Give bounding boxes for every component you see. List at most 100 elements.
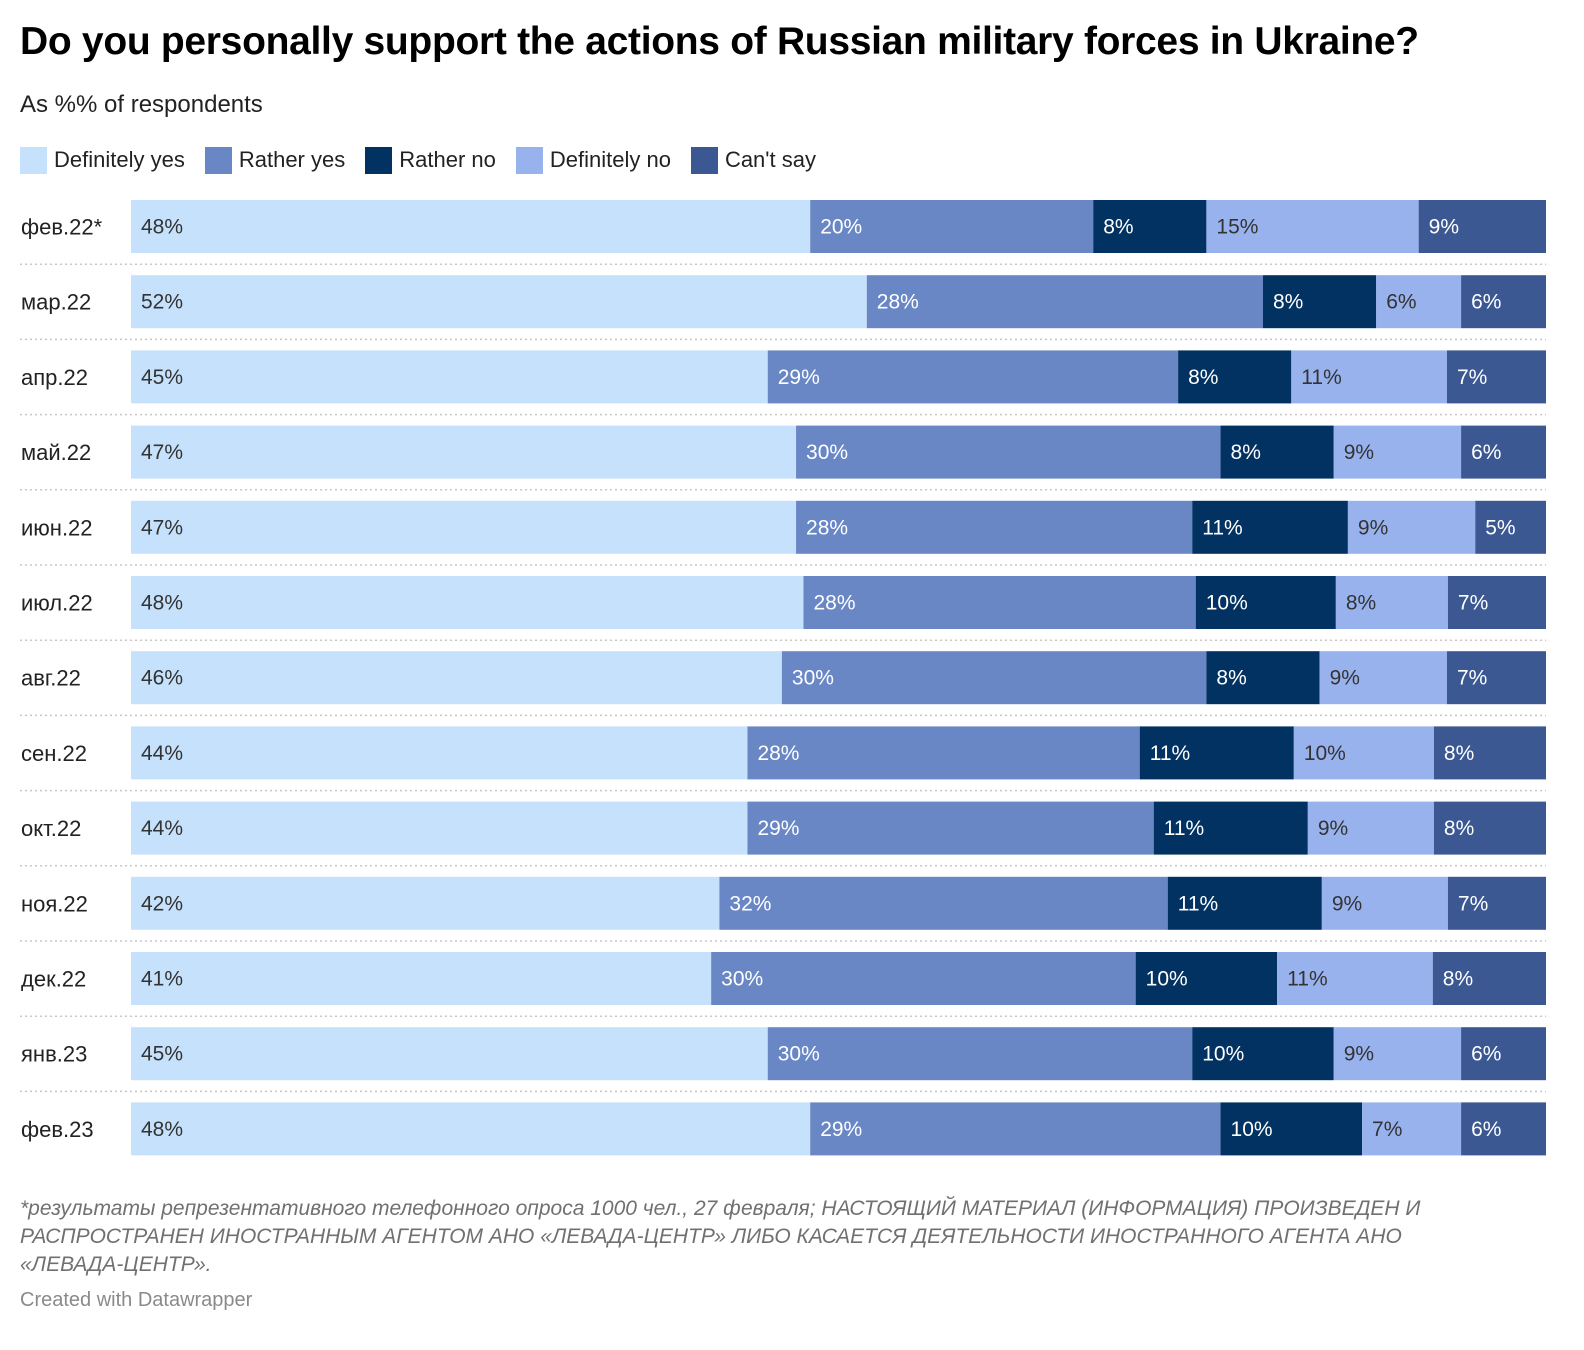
bar-segment-definitely-no	[1319, 651, 1447, 705]
bar-segment-can-t-say	[1461, 425, 1546, 479]
data-label: 10%	[1231, 1118, 1273, 1141]
data-label: 10%	[1206, 592, 1248, 615]
data-label: 11%	[1178, 892, 1218, 915]
bar-segment-definitely-yes	[131, 952, 712, 1005]
bar-segment-rather-yes	[747, 801, 1154, 855]
data-label: 11%	[1301, 366, 1341, 389]
bar-segment-rather-no	[1167, 876, 1322, 930]
data-label: 9%	[1344, 1043, 1374, 1066]
bar-segment-rather-yes	[810, 1102, 1221, 1156]
legend-item-rather-no: Rather no	[365, 146, 496, 174]
legend-item-cant-say: Can't say	[690, 146, 816, 174]
bar-segment-rather-no	[1135, 952, 1278, 1005]
bar-segment-rather-no	[1153, 801, 1308, 855]
bar-segment-definitely-yes	[131, 576, 804, 629]
bar-segment-rather-no	[1178, 350, 1292, 404]
data-label: 28%	[877, 291, 919, 314]
data-label: 8%	[1103, 216, 1133, 239]
chart-subtitle: As %% of respondents	[20, 91, 263, 118]
bar-segment-definitely-yes	[131, 500, 797, 554]
data-label: 42%	[141, 892, 183, 915]
bar-segment-rather-yes	[866, 275, 1263, 329]
bar-segment-definitely-no	[1333, 1027, 1462, 1081]
legend-label-definitely-no: Definitely no	[549, 147, 671, 172]
legend-item-definitely-no: Definitely no	[515, 146, 671, 174]
bar-segment-can-t-say	[1461, 1027, 1546, 1081]
data-label: 8%	[1216, 667, 1246, 690]
data-label: 7%	[1458, 592, 1488, 615]
data-label: 8%	[1444, 742, 1474, 765]
bar-segment-rather-yes	[810, 200, 1094, 253]
data-label: 7%	[1458, 892, 1488, 915]
bar-segment-definitely-no	[1277, 952, 1433, 1005]
stacked-bar-chart: фев.22* 48% 20% 8% 15% 9% мар.22 52% 28% 8% 6% 6% ап…	[20, 200, 1546, 1156]
bar-segment-rather-yes	[796, 425, 1221, 479]
data-label: 30%	[721, 968, 763, 991]
data-label: 44%	[141, 742, 183, 765]
bar-segment-can-t-say	[1433, 801, 1546, 855]
legend-label-definitely-yes: Definitely yes	[54, 147, 185, 172]
data-label: 6%	[1386, 291, 1416, 314]
bar-segment-rather-no	[1220, 425, 1334, 479]
bar-segment-rather-no	[1263, 275, 1377, 329]
data-label: 8%	[1273, 291, 1303, 314]
legend-swatch-rather-no	[365, 146, 393, 174]
bar-segment-definitely-no	[1362, 1102, 1462, 1156]
category-label: май.22	[21, 440, 91, 465]
data-label: 9%	[1429, 216, 1459, 239]
data-label: 10%	[1202, 1043, 1244, 1066]
data-label: 9%	[1358, 516, 1388, 539]
bar-segment-definitely-yes	[131, 350, 768, 404]
data-label: 10%	[1146, 968, 1188, 991]
bar-segment-rather-no	[1220, 1102, 1363, 1156]
bar-segment-rather-no	[1192, 500, 1348, 554]
legend-swatch-definitely-yes	[20, 146, 47, 174]
legend-item-rather-yes: Rather yes	[204, 146, 345, 174]
bar-segment-can-t-say	[1475, 500, 1546, 554]
data-label: 47%	[141, 441, 183, 464]
data-label: 15%	[1216, 216, 1258, 239]
data-label: 44%	[141, 817, 183, 840]
bar-segment-definitely-no	[1293, 726, 1434, 780]
bar-segment-rather-yes	[767, 350, 1179, 404]
bar-segment-rather-yes	[747, 726, 1140, 780]
data-label: 8%	[1346, 592, 1376, 615]
data-label: 11%	[1287, 968, 1327, 991]
footnote: *результаты репрезентативного телефонног…	[20, 1197, 1421, 1276]
bar-segment-rather-yes	[803, 576, 1196, 629]
bar-segment-definitely-yes	[131, 1027, 768, 1081]
chart-title: Do you personally support the actions of…	[20, 20, 1419, 63]
bar-segment-can-t-say	[1446, 350, 1546, 404]
data-label: 46%	[141, 667, 183, 690]
legend-swatch-rather-yes	[204, 146, 232, 174]
data-label: 48%	[141, 592, 183, 615]
data-label: 6%	[1471, 1043, 1501, 1066]
category-label: фев.22*	[21, 215, 103, 240]
category-label: июл.22	[21, 591, 93, 616]
category-label: ноя.22	[21, 891, 88, 916]
category-label: апр.22	[21, 365, 88, 390]
data-label: 8%	[1444, 817, 1474, 840]
bar-segment-can-t-say	[1447, 576, 1546, 629]
category-label: сен.22	[21, 741, 87, 766]
data-label: 9%	[1318, 817, 1348, 840]
bar-segment-can-t-say	[1418, 200, 1546, 253]
legend-item-definitely-yes: Definitely yes	[20, 146, 185, 174]
bar-segment-definitely-no	[1321, 876, 1448, 930]
data-label: 7%	[1457, 366, 1487, 389]
bar-segment-definitely-yes	[131, 1102, 811, 1156]
bar-segment-definitely-no	[1307, 801, 1434, 855]
bar-segment-rather-yes	[719, 876, 1168, 930]
bar-segment-can-t-say	[1446, 651, 1546, 705]
data-label: 32%	[729, 892, 771, 915]
bar-segment-definitely-yes	[131, 876, 720, 930]
bar-segment-rather-no	[1195, 576, 1336, 629]
data-label: 30%	[806, 441, 848, 464]
data-label: 11%	[1202, 516, 1242, 539]
legend-swatch-cant-say	[690, 146, 718, 174]
bar-segment-can-t-say	[1433, 726, 1546, 780]
data-label: 29%	[757, 817, 799, 840]
bar-segment-rather-no	[1093, 200, 1207, 253]
legend-swatch-definitely-no	[515, 146, 543, 174]
credit: Created with Datawrapper	[20, 1289, 253, 1311]
